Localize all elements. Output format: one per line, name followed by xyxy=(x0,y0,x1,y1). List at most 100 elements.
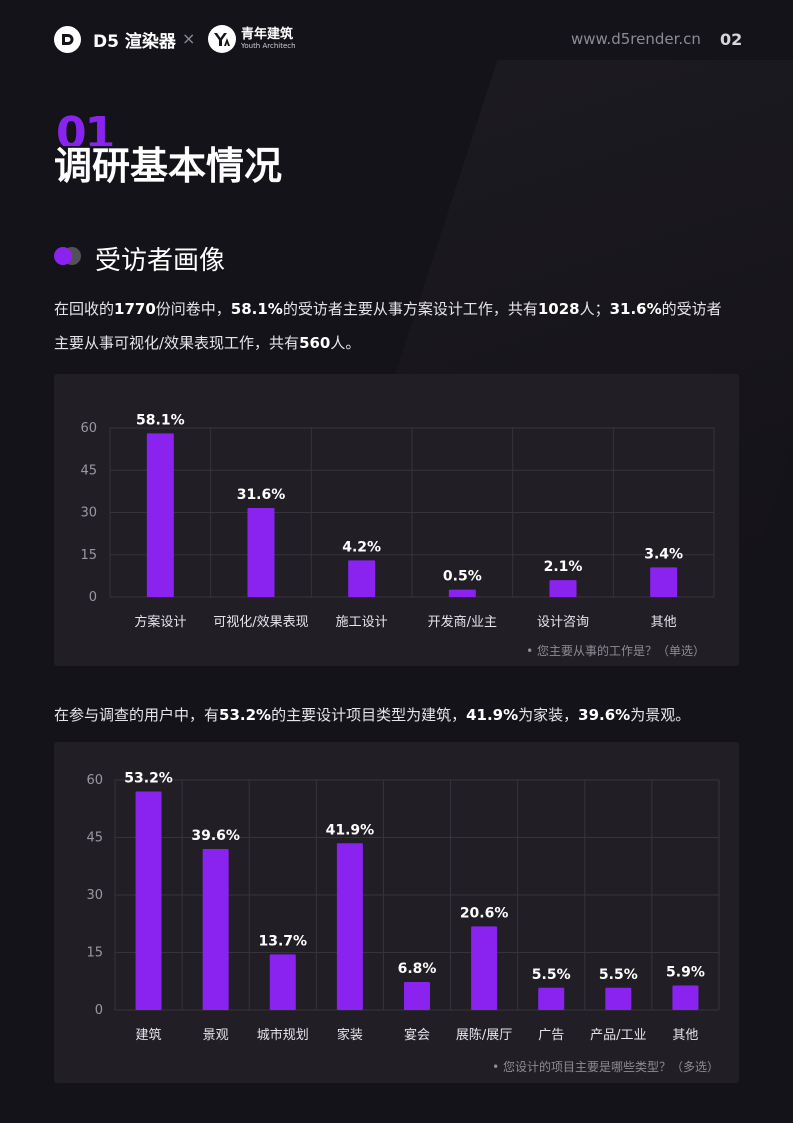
bar xyxy=(336,843,363,1010)
text-run: 份问卷中， xyxy=(155,300,231,318)
text-run: 人； xyxy=(579,300,610,318)
x-tick-label: 展陈/展厅 xyxy=(456,1027,512,1043)
y-tick-label: 0 xyxy=(89,590,97,605)
y-tick-label: 30 xyxy=(86,888,103,903)
bar xyxy=(404,982,430,1010)
data-label: 5.5% xyxy=(532,967,571,983)
x-tick-label: 其他 xyxy=(651,615,677,630)
bar xyxy=(605,987,632,1010)
chart-note-project-type: • 您设计的项目主要是哪些类型？（多选） xyxy=(492,1060,719,1074)
partner-logo: 青年建筑 Youth Architech xyxy=(208,25,296,53)
section-number: 01 xyxy=(56,112,114,146)
bar xyxy=(448,589,476,597)
highlight-number: 53.2% xyxy=(219,706,272,724)
text-run: 为景观。 xyxy=(630,706,691,724)
highlight-number: 1028 xyxy=(537,300,580,318)
bar xyxy=(269,954,296,1010)
intro-line-2: 主要从事可视化/效果表现工作，共有560人。 xyxy=(54,326,722,360)
data-label: 31.6% xyxy=(237,487,286,503)
x-tick-label: 设计咨询 xyxy=(537,615,589,630)
y-tick-label: 60 xyxy=(80,421,97,436)
d5-logo-icon xyxy=(54,26,81,53)
data-label: 39.6% xyxy=(191,828,240,844)
bar xyxy=(202,849,229,1010)
highlight-number: 1770 xyxy=(114,300,156,318)
data-label: 13.7% xyxy=(258,933,307,949)
highlight-number: 39.6% xyxy=(578,706,631,724)
data-label: 3.4% xyxy=(644,546,683,562)
bar xyxy=(146,433,174,597)
bar xyxy=(348,560,376,597)
chart-panel-occupation: 0 15 30 45 60 58.1% 方案设计 31.6% 可视化/效果表现 4.2% 施工设计 0… xyxy=(54,374,739,666)
y-tick-label: 30 xyxy=(80,506,97,521)
chart-panel-project-type: 0 15 30 45 60 53.2% 建筑 39.6% 景观 13.7% 城市规划 41.9% 家装 6… xyxy=(54,742,739,1083)
data-label: 41.9% xyxy=(326,822,375,838)
section-title: 调研基本情况 xyxy=(54,144,283,188)
x-tick-label: 方案设计 xyxy=(134,614,186,630)
bar xyxy=(538,987,565,1010)
youth-architect-logo-icon xyxy=(208,25,236,53)
site-url: www.d5render.cn xyxy=(571,30,701,48)
y-tick-label: 15 xyxy=(80,548,97,563)
project-line-1: 在参与调查的用户中，有53.2%的主要设计项目类型为建筑，41.9%为家装，39… xyxy=(54,698,690,732)
highlight-number: 41.9% xyxy=(466,706,519,724)
highlight-number: 31.6% xyxy=(609,300,662,318)
logo-separator: × xyxy=(182,29,196,48)
data-label: 5.5% xyxy=(599,967,638,983)
brand-name: D5 渲染器 xyxy=(93,32,176,52)
text-run: 的受访者 xyxy=(661,300,722,318)
bullet-circles-icon xyxy=(54,247,82,265)
bar xyxy=(247,507,275,597)
y-tick-label: 60 xyxy=(86,773,103,788)
text-run: 人。 xyxy=(330,334,361,352)
text-run: 的主要设计项目类型为建筑， xyxy=(271,706,467,724)
data-label: 53.2% xyxy=(124,771,173,787)
header: D5 渲染器 × 青年建筑 Youth Architech www.d5rend… xyxy=(0,0,793,80)
intro-line-1: 在回收的1770份问卷中，58.1%的受访者主要从事方案设计工作，共有1028人… xyxy=(54,292,722,326)
page-number: 02 xyxy=(720,30,743,49)
project-type-bar-chart: 0 15 30 45 60 53.2% 建筑 39.6% 景观 13.7% 城市规划 41.9% 家装 6… xyxy=(86,771,720,1043)
data-label: 4.2% xyxy=(342,539,381,555)
x-tick-label: 施工设计 xyxy=(336,615,388,630)
partner-name: 青年建筑 xyxy=(241,27,294,42)
data-label: 58.1% xyxy=(136,412,185,428)
bar xyxy=(650,567,678,597)
y-tick-label: 45 xyxy=(86,831,103,846)
d5-logo: D5 渲染器 xyxy=(54,26,176,53)
data-label: 0.5% xyxy=(443,569,482,585)
bar xyxy=(135,791,162,1010)
x-tick-label: 广告 xyxy=(538,1028,564,1043)
occupation-bar-chart: 0 15 30 45 60 58.1% 方案设计 31.6% 可视化/效果表现 4.2% 施工设计 0… xyxy=(80,412,715,630)
y-tick-label: 15 xyxy=(86,946,103,961)
project-type-paragraph: 在参与调查的用户中，有53.2%的主要设计项目类型为建筑，41.9%为家装，39… xyxy=(54,698,690,732)
bar xyxy=(672,985,699,1010)
text-run: 的受访者主要从事方案设计工作，共有 xyxy=(282,300,538,318)
data-label: 20.6% xyxy=(460,905,509,921)
x-tick-label: 城市规划 xyxy=(257,1027,309,1043)
intro-paragraph: 在回收的1770份问卷中，58.1%的受访者主要从事方案设计工作，共有1028人… xyxy=(54,292,722,360)
text-run: 在参与调查的用户中，有 xyxy=(54,706,220,724)
data-label: 2.1% xyxy=(544,559,583,575)
data-label: 6.8% xyxy=(398,961,437,977)
x-tick-label: 建筑 xyxy=(136,1027,162,1043)
highlight-number: 58.1% xyxy=(230,300,283,318)
subsection-title: 受访者画像 xyxy=(95,246,226,276)
text-run: 为家装， xyxy=(518,706,579,724)
text-run: 主要从事可视化/效果表现工作，共有 xyxy=(54,334,300,352)
data-label: 5.9% xyxy=(666,964,705,980)
x-tick-label: 产品/工业 xyxy=(590,1028,646,1043)
x-tick-label: 可视化/效果表现 xyxy=(213,615,308,630)
x-tick-label: 宴会 xyxy=(404,1027,430,1043)
highlight-number: 560 xyxy=(299,334,331,352)
x-tick-label: 其他 xyxy=(672,1028,698,1043)
text-run: 在回收的 xyxy=(54,300,115,318)
partner-name-en: Youth Architech xyxy=(241,42,296,50)
y-tick-label: 0 xyxy=(95,1003,103,1018)
chart-note-occupation: • 您主要从事的工作是？（单选） xyxy=(526,644,705,658)
bar xyxy=(471,926,498,1010)
x-tick-label: 家装 xyxy=(337,1027,363,1043)
bar xyxy=(549,580,577,597)
x-tick-label: 景观 xyxy=(203,1028,229,1043)
x-tick-label: 开发商/业主 xyxy=(428,614,497,630)
y-tick-label: 45 xyxy=(80,463,97,478)
